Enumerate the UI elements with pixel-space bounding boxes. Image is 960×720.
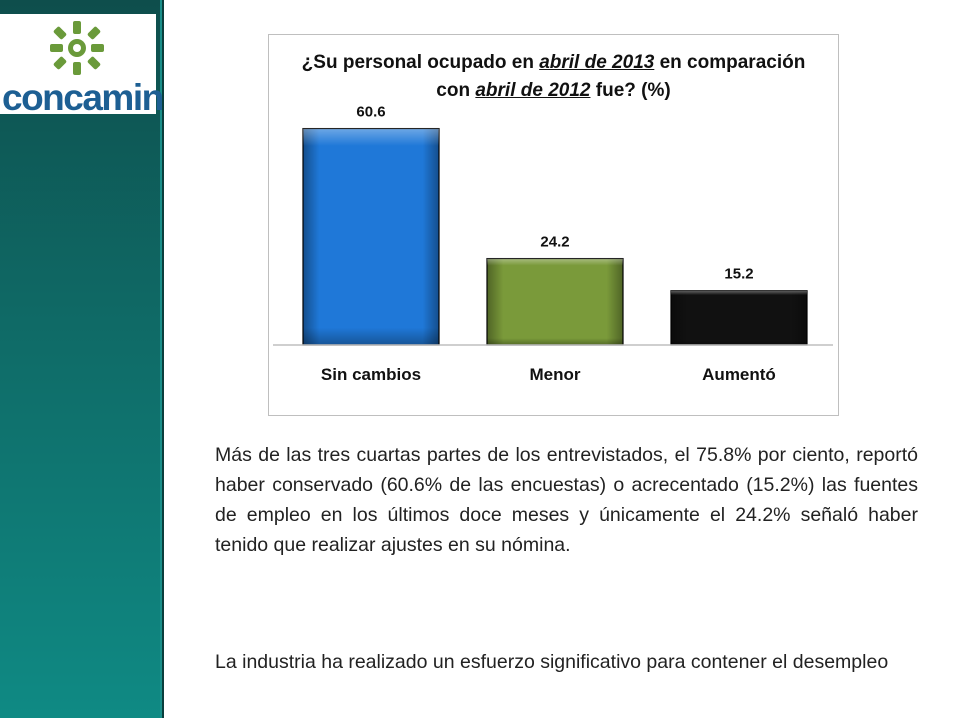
chart-title-text: ¿Su personal ocupado en <box>301 52 540 73</box>
chart-title-date: abril de 2013 <box>539 52 655 73</box>
chart-plot-area: 60.6 Sin cambios 24.2 Menor 15.2 Aumentó <box>273 104 833 384</box>
chart-title-text: con <box>436 80 476 101</box>
chart-title-line: ¿Su personal ocupado en abril de 2013 en… <box>269 49 838 77</box>
gear-logo-icon <box>50 21 104 75</box>
sidebar-panel: concamin <box>0 0 164 718</box>
summary-paragraph: Más de las tres cuartas partes de los en… <box>215 444 918 556</box>
value-label: 24.2 <box>540 234 569 251</box>
logo-wordmark: concamin <box>2 77 164 118</box>
conclusion-paragraph: La industria ha realizado un esfuerzo si… <box>215 651 889 673</box>
bar-bevel-highlight <box>303 128 439 345</box>
value-label: 60.6 <box>356 104 385 121</box>
category-label: Menor <box>530 365 581 384</box>
bar-bevel-highlight <box>671 290 807 345</box>
concamin-logo: concamin <box>0 14 164 118</box>
value-label: 15.2 <box>724 266 753 283</box>
bar-bevel-highlight <box>487 258 623 345</box>
category-label: Aumentó <box>702 365 776 384</box>
chart-title: ¿Su personal ocupado en abril de 2013 en… <box>269 49 838 105</box>
chart-title-date: abril de 2012 <box>475 80 591 101</box>
chart-title-line: con abril de 2012 fue? (%) <box>269 77 838 105</box>
chart-title-text: en comparación <box>654 52 806 73</box>
category-label: Sin cambios <box>321 365 421 384</box>
bar-chart: ¿Su personal ocupado en abril de 2013 en… <box>268 34 839 416</box>
chart-title-text: fue? (%) <box>590 80 671 101</box>
